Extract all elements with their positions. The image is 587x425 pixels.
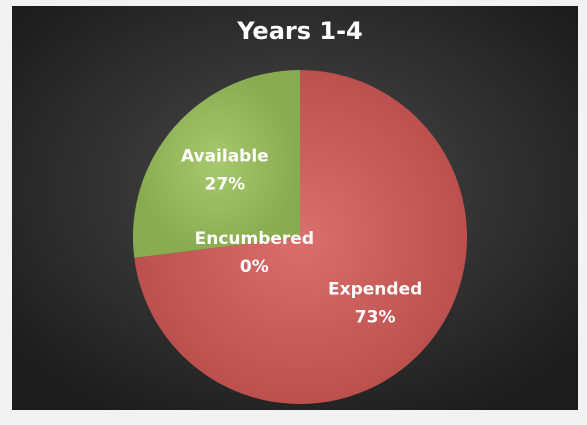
slice-shade (133, 70, 300, 258)
chart-title: Years 1-4 (236, 17, 362, 45)
data-label-name: Expended (328, 279, 422, 299)
data-label-name: Available (181, 147, 269, 167)
data-label-name: Encumbered (195, 229, 314, 249)
slice-shade (134, 70, 468, 404)
data-label-value: 0% (240, 257, 269, 277)
data-label-value: 73% (355, 307, 396, 327)
data-label-value: 27% (204, 175, 245, 195)
